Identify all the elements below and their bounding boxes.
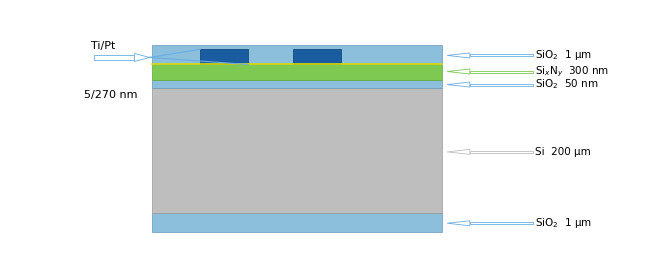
Bar (152, 80, 442, 88)
Bar (470, 70, 533, 73)
Bar (470, 222, 533, 224)
Polygon shape (447, 221, 470, 226)
Polygon shape (134, 54, 150, 62)
Bar (152, 64, 442, 80)
Bar (470, 55, 533, 56)
Text: SiO$_2$  1 μm: SiO$_2$ 1 μm (535, 216, 592, 230)
Bar (470, 84, 533, 86)
Bar (470, 151, 533, 153)
Text: Si$_x$N$_y$  300 nm: Si$_x$N$_y$ 300 nm (535, 64, 609, 79)
Text: Ti/Pt: Ti/Pt (91, 41, 116, 51)
Polygon shape (447, 82, 470, 87)
Text: Si  200 μm: Si 200 μm (535, 147, 591, 157)
Bar (152, 45, 442, 64)
Polygon shape (447, 69, 470, 74)
Bar (293, 49, 341, 64)
Bar (94, 55, 134, 60)
Polygon shape (447, 149, 470, 155)
Text: SiO$_2$  50 nm: SiO$_2$ 50 nm (535, 78, 599, 91)
Text: 5/270 nm: 5/270 nm (84, 90, 137, 100)
Bar (200, 49, 248, 64)
Polygon shape (447, 53, 470, 58)
Bar (152, 213, 442, 232)
Text: SiO$_2$  1 μm: SiO$_2$ 1 μm (535, 49, 592, 62)
Bar (152, 88, 442, 213)
